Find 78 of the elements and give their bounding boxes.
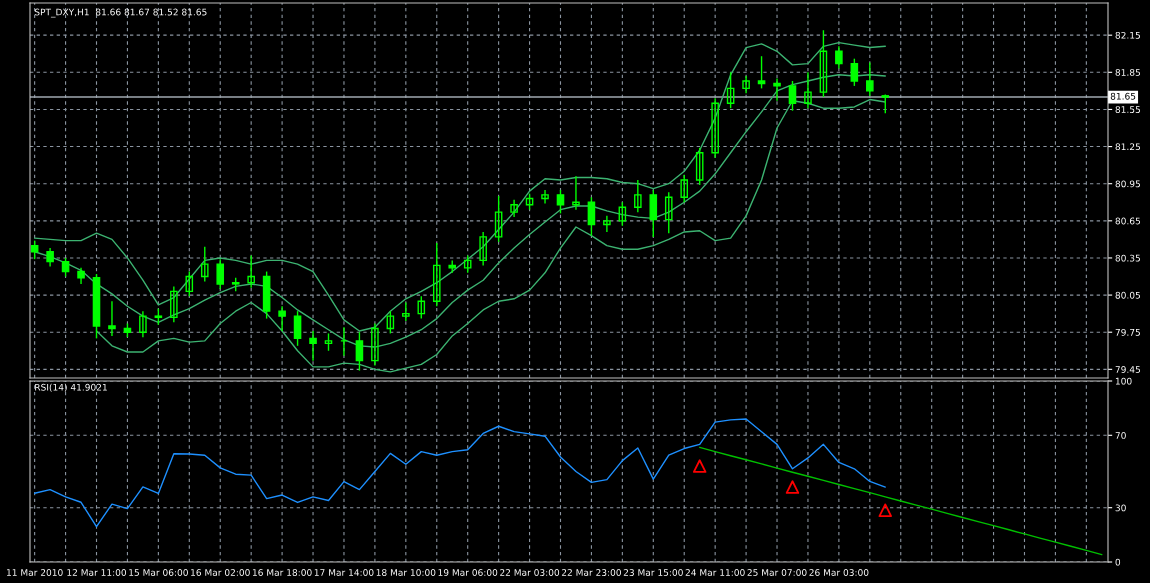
x-tick-label: 12 Mar 11:00	[67, 569, 127, 576]
candlestick	[278, 305, 286, 332]
candlestick	[355, 331, 364, 372]
y-tick-label: 70	[1115, 432, 1126, 439]
candlestick	[61, 257, 70, 278]
y-tick-label: 79.45	[1115, 366, 1140, 373]
candlestick	[819, 29, 828, 98]
candlestick	[371, 322, 379, 367]
candlestick	[247, 254, 255, 289]
candlestick	[726, 71, 735, 109]
candlestick	[510, 199, 518, 218]
candlestick	[541, 189, 549, 205]
x-tick-label: 16 Mar 02:00	[191, 569, 250, 576]
candlestick	[479, 231, 487, 267]
x-tick-label: 15 Mar 06:00	[129, 569, 188, 576]
y-tick-label: 80.05	[1115, 291, 1140, 299]
y-tick-label: 30	[1115, 504, 1126, 512]
x-tick-label: 22 Mar 03:00	[500, 569, 560, 576]
y-tick-label: 81.55	[1115, 106, 1140, 113]
candlestick	[866, 61, 874, 97]
candlestick	[293, 310, 302, 347]
candlestick	[664, 191, 673, 234]
candlestick	[417, 295, 426, 320]
candlestick	[216, 258, 225, 290]
x-tick-label: 18 Mar 10:00	[376, 569, 436, 576]
y-tick-label: 80.95	[1115, 180, 1140, 188]
candlestick	[618, 201, 627, 227]
candlestick	[835, 45, 843, 70]
candlestick	[170, 285, 178, 324]
y-tick-label: 81.25	[1115, 143, 1140, 151]
x-tick-label: 17 Mar 14:00	[314, 569, 374, 576]
x-tick-label: 23 Mar 15:00	[623, 569, 683, 576]
x-tick-label: 25 Mar 07:00	[747, 569, 807, 576]
point	[878, 503, 893, 517]
line-series	[33, 418, 886, 528]
y-tick-label: 0	[1115, 558, 1121, 566]
line-series	[33, 41, 886, 332]
x-tick-label: 16 Mar 18:00	[252, 569, 312, 576]
y-tick-label: 82.15	[1115, 31, 1140, 39]
candlestick	[695, 147, 704, 186]
y-tick-label: 100	[1115, 377, 1132, 385]
candlestick	[711, 97, 719, 159]
candlestick	[850, 57, 859, 87]
candlestick	[556, 189, 565, 215]
candlestick	[804, 71, 812, 109]
x-tick-label: 24 Mar 11:00	[685, 569, 745, 576]
candlestick	[139, 310, 147, 338]
candlestick	[788, 80, 797, 112]
candlestick	[680, 174, 689, 203]
x-tick-label: 22 Mar 23:00	[561, 569, 621, 576]
candlestick	[494, 195, 503, 243]
y-tick-label: 80.35	[1115, 254, 1140, 262]
candlestick	[200, 246, 209, 283]
candlestick	[108, 300, 116, 337]
candlestick	[587, 196, 596, 237]
candlestick	[402, 301, 410, 322]
x-tick-label: 11 Mar 2010	[7, 569, 63, 576]
candlestick	[386, 310, 395, 335]
ref-line-label: 81.65	[1110, 92, 1136, 100]
x-tick-label: 19 Mar 06:00	[438, 569, 498, 576]
point	[692, 459, 707, 473]
y-tick-label: 80.65	[1115, 217, 1140, 225]
candlestick	[742, 75, 750, 95]
candlestick	[634, 179, 642, 213]
candlestick	[46, 247, 54, 268]
line-series	[698, 446, 1103, 556]
point	[785, 480, 800, 494]
y-tick-label: 79.75	[1115, 328, 1140, 336]
candlestick	[603, 215, 611, 233]
text: SPT_DXY,H1 81.66 81.67 81.52 81.65	[34, 8, 207, 18]
candlestick	[309, 330, 317, 362]
x-tick-label: 26 Mar 03:00	[809, 569, 869, 576]
candlestick	[185, 270, 194, 298]
candlestick	[773, 77, 781, 102]
candlestick	[432, 242, 441, 307]
chart-title: RSI(14) 41.9021	[35, 383, 107, 392]
candlestick	[757, 55, 766, 90]
y-tick-label: 81.85	[1115, 69, 1140, 76]
